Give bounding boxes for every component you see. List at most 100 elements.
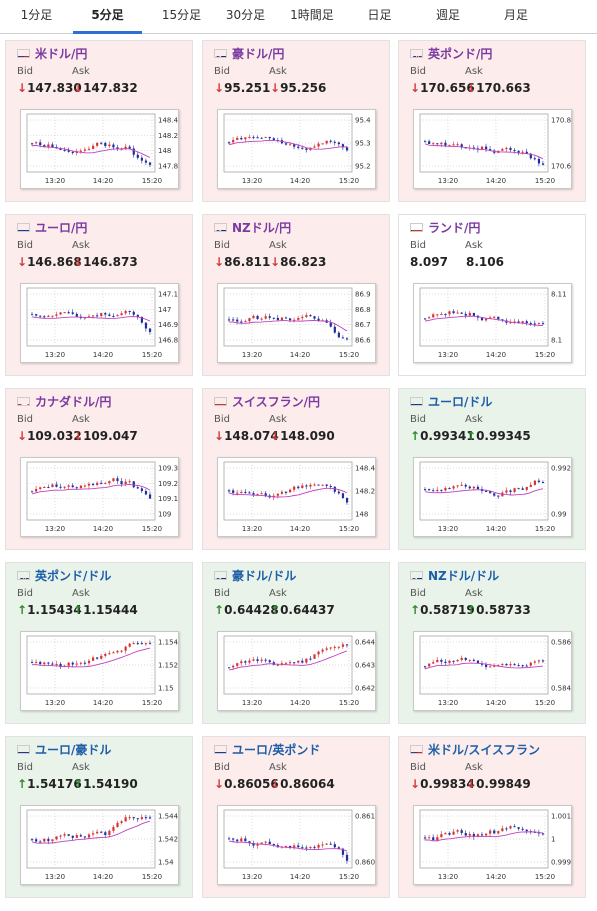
- down-arrow-icon: ↓: [270, 777, 281, 791]
- rate-card[interactable]: ユーロ/英ポンド Bid Ask ↓0.86056 ↓0.86064 13:20 14:20…: [202, 736, 390, 898]
- candle-body: [468, 833, 471, 836]
- rate-card[interactable]: ランド/円 Bid Ask 8.097 8.106 13:20 14:20 15:20 8.11…: [398, 214, 586, 376]
- bid-label: Bid: [410, 240, 426, 251]
- candle-body: [489, 491, 492, 494]
- down-arrow-icon: ↓: [410, 81, 421, 95]
- mini-candlestick-chart[interactable]: 13:20 14:20 15:20 148.4 148.2 148 147.8: [20, 109, 179, 189]
- tab-5min[interactable]: 5分足: [73, 0, 142, 34]
- mini-candlestick-chart[interactable]: 13:20 14:20 15:20 1.001 1 0.999: [413, 805, 572, 885]
- mini-candlestick-chart[interactable]: 13:20 14:20 15:20 147.1 147 146.9 146.8: [20, 283, 179, 363]
- mini-candlestick-chart[interactable]: 13:20 14:20 15:20 0.992 0.99: [413, 457, 572, 537]
- candle-body: [448, 311, 451, 315]
- rate-card[interactable]: 米ドル/円 Bid Ask ↓147.830 ↓147.832 13:20 14:20 15:…: [5, 40, 193, 202]
- rate-card[interactable]: 米ドル/スイスフラン Bid Ask ↓0.99834 ↓0.99849 13:20 14:…: [398, 736, 586, 898]
- currency-pair-title[interactable]: 英ポンド/円: [428, 47, 493, 61]
- mini-candlestick-chart[interactable]: 13:20 14:20 15:20 0.644 0.643 0.642: [217, 631, 376, 711]
- tab-daily[interactable]: 日足: [367, 8, 392, 22]
- mini-candlestick-chart[interactable]: 13:20 14:20 15:20 0.586 0.584: [413, 631, 572, 711]
- tab-15min[interactable]: 15分足: [161, 8, 202, 22]
- y-tick-label: 86.6: [355, 337, 371, 345]
- candle-body: [436, 314, 439, 316]
- mini-candlestick-chart[interactable]: 13:20 14:20 15:20 109.3 109.2 109.1 109: [20, 457, 179, 537]
- rate-card[interactable]: スイスフラン/円 Bid Ask ↓148.074 ↓148.090 13:20 14:20…: [202, 388, 390, 550]
- rate-card[interactable]: ユーロ/ドル Bid Ask ↑0.99341 ↑0.99345 13:20 14:20 15…: [398, 388, 586, 550]
- currency-pair-title[interactable]: 米ドル/円: [35, 47, 88, 61]
- mini-candlestick-chart[interactable]: 13:20 14:20 15:20 8.11 8.1: [413, 283, 572, 363]
- candle-body: [428, 317, 431, 319]
- down-arrow-icon: ↓: [270, 429, 281, 443]
- bid-label: Bid: [17, 762, 33, 773]
- candle-body: [264, 136, 267, 138]
- candle-body: [537, 158, 541, 164]
- currency-pair-title[interactable]: 豪ドル/円: [232, 47, 285, 61]
- down-arrow-icon: ↓: [214, 81, 225, 95]
- ch-flag-icon: [214, 397, 227, 406]
- tab-monthly[interactable]: 月足: [503, 8, 528, 22]
- currency-pair-title[interactable]: 豪ドル/ドル: [232, 569, 297, 583]
- mini-candlestick-chart[interactable]: 13:20 14:20 15:20 0.861 0.8605: [217, 805, 376, 885]
- mini-candlestick-chart[interactable]: 13:20 14:20 15:20 1.154 1.152 1.15: [20, 631, 179, 711]
- mini-candlestick-chart[interactable]: 13:20 14:20 15:20 86.9 86.8 86.7 86.6: [217, 283, 376, 363]
- eu-flag-icon: [17, 223, 30, 232]
- candle-body: [112, 827, 115, 831]
- rate-card[interactable]: ユーロ/円 Bid Ask ↓146.868 ↓146.873 13:20 14:20 15:…: [5, 214, 193, 376]
- candle-body: [541, 163, 545, 165]
- x-tick-label: 13:20: [45, 873, 65, 881]
- currency-pair-title[interactable]: ユーロ/円: [35, 221, 88, 235]
- eu-flag-icon: [410, 397, 423, 406]
- tab-1hour[interactable]: 1時間足: [290, 8, 334, 22]
- rate-card[interactable]: NZドル/円 Bid Ask ↓86.811 ↓86.823 13:20 14:20 15:2…: [202, 214, 390, 376]
- rate-card[interactable]: ユーロ/豪ドル Bid Ask ↑1.54176 ↑1.54190 13:20 14:20 1…: [5, 736, 193, 898]
- candle-body: [497, 316, 500, 320]
- up-arrow-icon: ↑: [466, 429, 477, 443]
- currency-pair-title[interactable]: ランド/円: [428, 221, 481, 235]
- candle-body: [517, 150, 520, 153]
- candle-body: [248, 660, 251, 663]
- mini-candlestick-chart[interactable]: 13:20 14:20 15:20 1.544 1.542 1.54: [20, 805, 179, 885]
- rate-card[interactable]: 豪ドル/円 Bid Ask ↓95.251 ↓95.256 13:20 14:20 15:20…: [202, 40, 390, 202]
- candle-body: [480, 146, 484, 150]
- currency-pair-title[interactable]: ユーロ/英ポンド: [232, 743, 321, 757]
- currency-pair-title[interactable]: カナダドル/円: [35, 395, 112, 409]
- currency-pair-title[interactable]: ユーロ/ドル: [428, 395, 493, 409]
- rate-card[interactable]: 英ポンド/円 Bid Ask ↓170.656 ↓170.663 13:20 14:20 15…: [398, 40, 586, 202]
- tab-1min[interactable]: 1分足: [20, 8, 53, 22]
- candle-body: [51, 484, 54, 488]
- candle-body: [120, 313, 123, 316]
- tab-30min[interactable]: 30分足: [225, 8, 266, 22]
- y-tick-label: 170.6: [551, 163, 571, 171]
- moving-average-line: [228, 650, 348, 671]
- currency-pair-title[interactable]: ユーロ/豪ドル: [35, 743, 112, 757]
- rate-card[interactable]: 英ポンド/ドル Bid Ask ↑1.15434 ↑1.15444 13:20 14:20 1…: [5, 562, 193, 724]
- rate-card[interactable]: カナダドル/円 Bid Ask ↓109.032 ↓109.047 13:20 14:20 1…: [5, 388, 193, 550]
- rate-card[interactable]: 豪ドル/ドル Bid Ask ↑0.64428 ↑0.64437 13:20 14:20 15…: [202, 562, 390, 724]
- currency-pair-title[interactable]: NZドル/円: [232, 221, 292, 235]
- candle-body: [228, 142, 231, 144]
- currency-pair-title[interactable]: スイスフラン/円: [232, 395, 321, 409]
- mini-candlestick-chart[interactable]: 13:20 14:20 15:20 95.4 95.3 95.2: [217, 109, 376, 189]
- candle-body: [424, 489, 427, 491]
- candle-body: [525, 665, 528, 667]
- mini-candlestick-chart[interactable]: 13:20 14:20 15:20 170.8 170.6: [413, 109, 572, 189]
- x-tick-label: 14:20: [290, 351, 310, 359]
- candle-body: [537, 660, 541, 662]
- currency-pair-title[interactable]: 英ポンド/ドル: [35, 569, 112, 583]
- candle-body: [472, 147, 475, 149]
- candle-body: [128, 643, 131, 647]
- candle-body: [333, 646, 336, 648]
- candle-body: [236, 839, 239, 842]
- candle-body: [284, 491, 288, 493]
- rate-card[interactable]: NZドル/ドル Bid Ask ↑0.58719 ↑0.58733 13:20 14:20 1…: [398, 562, 586, 724]
- ask-label: Ask: [465, 66, 483, 77]
- candle-body: [128, 481, 131, 483]
- tab-weekly[interactable]: 週足: [435, 8, 460, 22]
- currency-pair-title[interactable]: NZドル/ドル: [428, 569, 500, 583]
- mini-candlestick-chart[interactable]: 13:20 14:20 15:20 148.4 148.2 148: [217, 457, 376, 537]
- candle-body: [424, 837, 427, 839]
- ask-label: Ask: [465, 414, 483, 425]
- currency-pair-title[interactable]: 米ドル/スイスフラン: [428, 743, 541, 757]
- candle-body: [240, 838, 243, 842]
- candle-body: [509, 147, 512, 151]
- chart-svg: 13:20 14:20 15:20 95.4 95.3 95.2: [223, 113, 371, 185]
- candle-body: [236, 492, 239, 494]
